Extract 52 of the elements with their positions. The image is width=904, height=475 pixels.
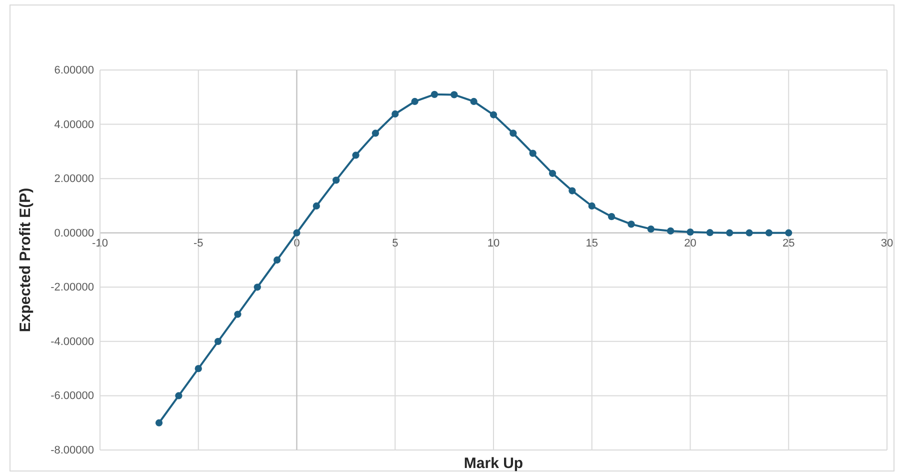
y-tick-label: 6.00000 — [54, 64, 94, 77]
x-tick-label: 5 — [392, 238, 398, 250]
point — [568, 187, 576, 194]
point — [312, 202, 320, 210]
point — [647, 225, 654, 233]
point — [234, 310, 242, 318]
point — [548, 170, 556, 177]
point — [293, 229, 300, 236]
point — [529, 150, 536, 157]
y-tick-label: -2.00000 — [50, 282, 94, 294]
point — [392, 110, 399, 118]
point — [765, 229, 773, 236]
point — [254, 284, 261, 291]
x-tick-label: 25 — [782, 238, 795, 250]
x-tick-label: 20 — [684, 238, 696, 250]
point — [746, 229, 753, 236]
y-axis-title: Expected Profit E(P) — [17, 188, 34, 332]
y-tick-label: 0.00000 — [54, 227, 94, 240]
point — [608, 213, 616, 220]
point — [411, 98, 418, 106]
x-tick-label: 30 — [880, 238, 894, 250]
point — [686, 228, 694, 236]
point — [785, 229, 792, 236]
point — [726, 229, 734, 236]
point — [175, 392, 182, 400]
point — [332, 176, 340, 184]
x-tick-label: 10 — [487, 238, 500, 250]
y-tick-label: 2.00000 — [54, 173, 94, 186]
y-tick-label: -8.00000 — [50, 444, 94, 457]
point — [628, 220, 635, 228]
point — [372, 130, 380, 137]
x-axis-title: Mark Up — [464, 455, 524, 472]
point — [214, 338, 222, 345]
point — [490, 111, 498, 118]
point — [274, 256, 281, 264]
y-tick-label: -4.00000 — [50, 336, 94, 348]
x-tick-label: -5 — [193, 238, 204, 250]
point — [706, 229, 714, 236]
x-tick-label: -10 — [92, 238, 108, 250]
point — [352, 152, 360, 159]
point — [155, 419, 163, 426]
point — [588, 202, 596, 210]
point — [450, 91, 458, 98]
y-tick-label: 4.00000 — [54, 118, 94, 131]
point — [194, 365, 202, 372]
point — [470, 98, 478, 106]
point — [667, 227, 674, 235]
x-tick-label: 15 — [586, 238, 598, 250]
y-tick-label: -6.00000 — [50, 390, 94, 402]
point — [430, 90, 438, 98]
x-tick-label: 0 — [294, 238, 300, 250]
point — [510, 130, 517, 137]
